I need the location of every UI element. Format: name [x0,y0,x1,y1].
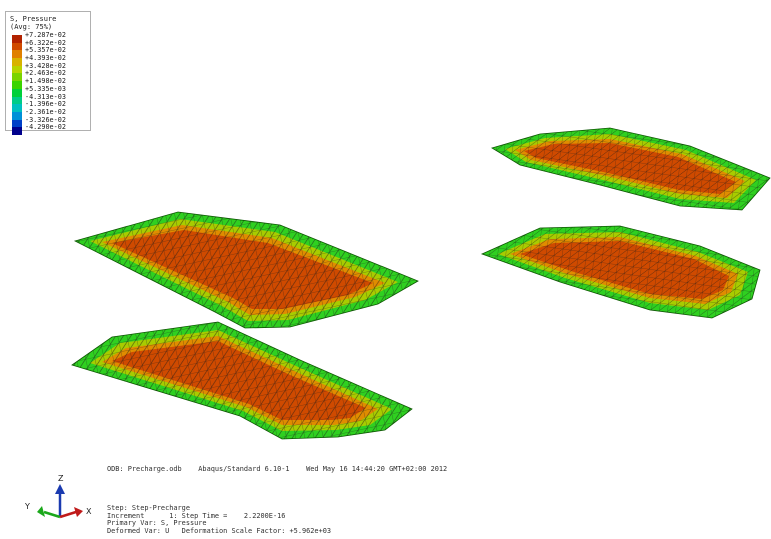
legend-value-label: +7.287e-02 [25,31,66,39]
contour-legend[interactable]: S, Pressure (Avg: 75%) +7.287e-02 +6.322e… [5,11,91,135]
legend-swatch [12,81,22,89]
legend-value-label: +3.428e-02 [25,61,66,70]
view-triad: Z Y X [25,470,104,530]
legend-value-label: -1.396e-02 [25,100,66,109]
legend-subtitle: (Avg: 75%) [10,23,53,31]
triad-y-label: Y [25,502,30,511]
step-info-primary-var: Primary Var: S, Pressure [107,519,207,527]
triad-x-label: X [86,507,92,516]
legend-value-label: +5.335e-03 [25,84,66,93]
legend-value-label: -4.313e-03 [25,92,66,101]
mesh-part-lower-left[interactable] [71,321,413,440]
legend-value-label: +2.463e-02 [25,69,66,78]
mesh-part-upper-right[interactable] [491,127,771,211]
mesh-part-upper-left[interactable] [73,211,419,329]
axis-triad-icon [37,484,83,519]
legend-title: S, Pressure [10,15,57,23]
legend-swatch [12,65,22,74]
legend-value-label: +5.357e-02 [25,46,66,55]
step-info-deformed-var: Deformed Var: U Deformation Scale Factor… [107,526,332,535]
legend-swatch [12,111,22,120]
triad-z-label: Z [58,474,64,483]
legend-swatch [12,35,22,43]
legend-swatch [12,119,22,128]
step-info-step: Step: Step-Precharge [107,504,190,512]
legend-swatch [12,58,22,66]
legend-swatch [12,73,22,82]
legend-value-label: +4.393e-02 [25,54,66,63]
legend-value-label: -2.361e-02 [25,107,66,116]
legend-value-label: +1.498e-02 [25,77,66,86]
legend-swatch [12,42,22,51]
legend-swatch [12,104,22,112]
odb-info-line: ODB: Precharge.odb Abaqus/Standard 6.10-… [107,465,448,473]
legend-swatch [12,88,22,97]
mesh-part-lower-right[interactable] [480,225,761,319]
step-info-increment: Increment 1: Step Time = 2.2200E-16 [107,511,286,520]
legend-value-label: -4.290e-02 [25,123,66,132]
legend-value-label: -3.326e-02 [25,115,66,124]
legend-swatch [12,96,22,105]
legend-swatch [12,127,22,135]
legend-value-label: +6.322e-02 [25,38,66,47]
legend-swatch [12,50,22,59]
